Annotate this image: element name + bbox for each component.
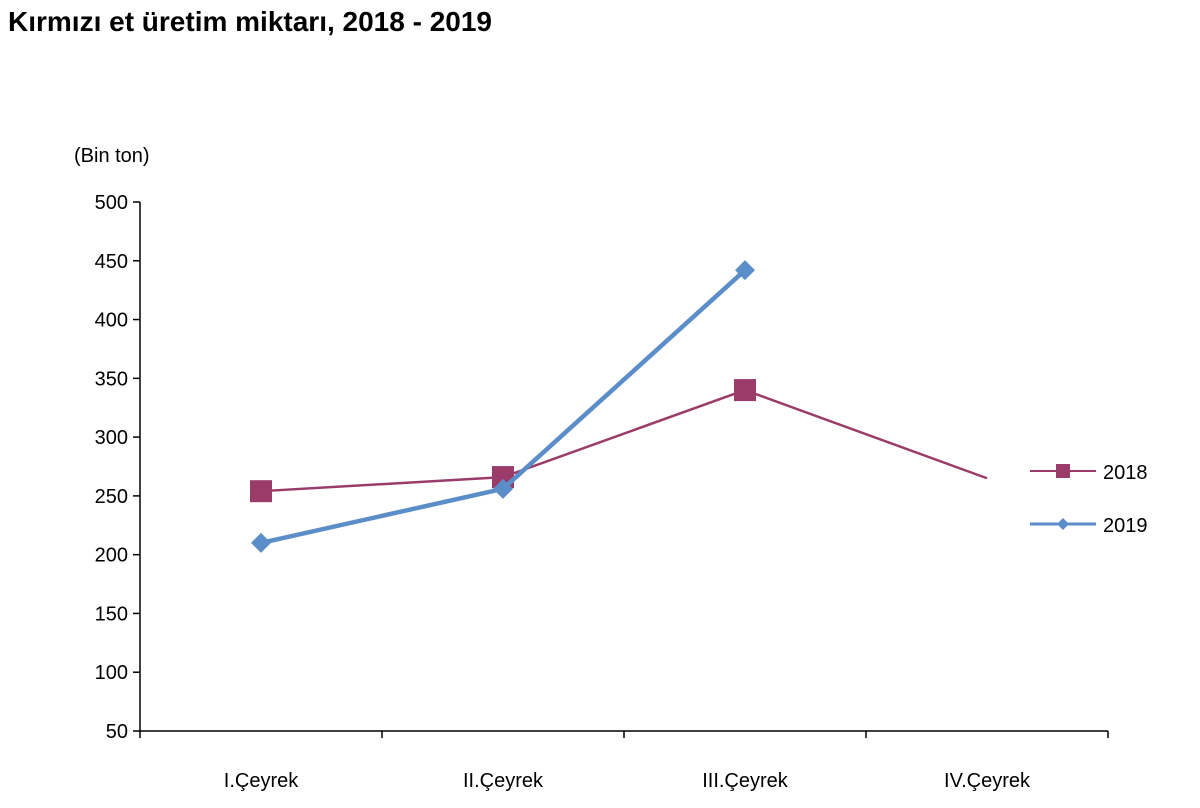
y-tick-label: 200 xyxy=(95,545,128,567)
y-tick-label: 300 xyxy=(95,427,128,449)
data-point-2019 xyxy=(735,260,755,281)
legend-item-2018: 2018 xyxy=(1030,462,1148,484)
legend-label: 2018 xyxy=(1103,462,1148,484)
y-tick-label: 250 xyxy=(95,486,128,508)
data-point-2019 xyxy=(251,532,271,553)
chart-title: Kırmızı et üretim miktarı, 2018 - 2019 xyxy=(8,6,492,37)
y-tick-label: 100 xyxy=(95,662,128,684)
y-tick-label: 400 xyxy=(95,310,128,332)
y-axis-unit-label: (Bin ton) xyxy=(74,145,150,167)
x-tick-label: IV.Çeyrek xyxy=(944,770,1031,792)
series-line-2019 xyxy=(260,268,747,546)
x-tick-label: I.Çeyrek xyxy=(224,770,299,792)
series-group xyxy=(250,260,988,553)
data-point-2018 xyxy=(250,480,272,503)
y-tick-label: 50 xyxy=(106,721,128,743)
x-tick-label: III.Çeyrek xyxy=(702,770,789,792)
x-axis: I.Çeyrek II.Çeyrek III.Çeyrek IV.Çeyrek xyxy=(139,730,1109,792)
series-2018 xyxy=(250,379,988,503)
y-tick-label: 150 xyxy=(95,603,128,625)
legend-item-2019: 2019 xyxy=(1030,515,1148,537)
y-tick-label: 450 xyxy=(95,251,128,273)
x-tick-label: II.Çeyrek xyxy=(463,770,544,792)
data-point-2019 xyxy=(493,478,513,499)
y-axis: 500 450 400 350 300 250 200 150 100 50 xyxy=(95,192,141,743)
legend: 2018 2019 xyxy=(1030,462,1148,537)
y-tick-label: 350 xyxy=(95,368,128,390)
data-point-2018 xyxy=(734,379,756,402)
legend-marker xyxy=(1056,464,1070,478)
legend-label: 2019 xyxy=(1103,515,1148,537)
series-2019 xyxy=(251,260,755,553)
series-line-2018 xyxy=(260,388,988,493)
legend-marker xyxy=(1057,518,1069,530)
y-tick-label: 500 xyxy=(95,192,128,214)
